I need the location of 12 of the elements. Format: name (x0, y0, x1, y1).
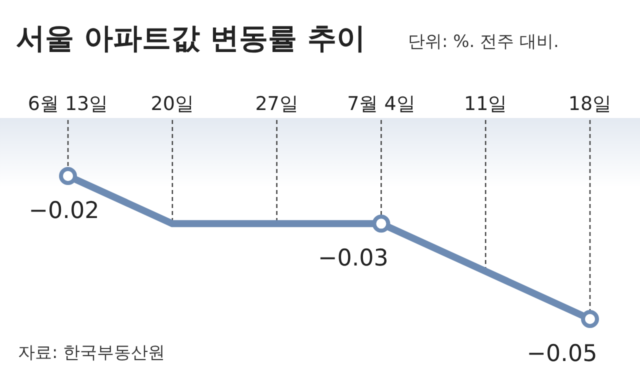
chart-title: 서울 아파트값 변동률 추이 (16, 21, 366, 55)
x-tick-label: 6월 13일 (28, 93, 108, 115)
x-tick-label: 7월 4일 (347, 93, 416, 115)
text: 자료: 한국부동산원 (18, 343, 166, 363)
data-label: −0.03 (318, 246, 388, 272)
data-label: −0.05 (526, 341, 598, 367)
x-tick-label: 27일 (255, 93, 298, 115)
x-tick-label: 20일 (150, 93, 194, 115)
x-tick-label: 18일 (568, 93, 612, 115)
chart-subtitle: 단위: %. 전주 대비. (408, 32, 559, 52)
x-tick-label: 11일 (464, 93, 508, 115)
data-label: −0.02 (28, 198, 100, 224)
